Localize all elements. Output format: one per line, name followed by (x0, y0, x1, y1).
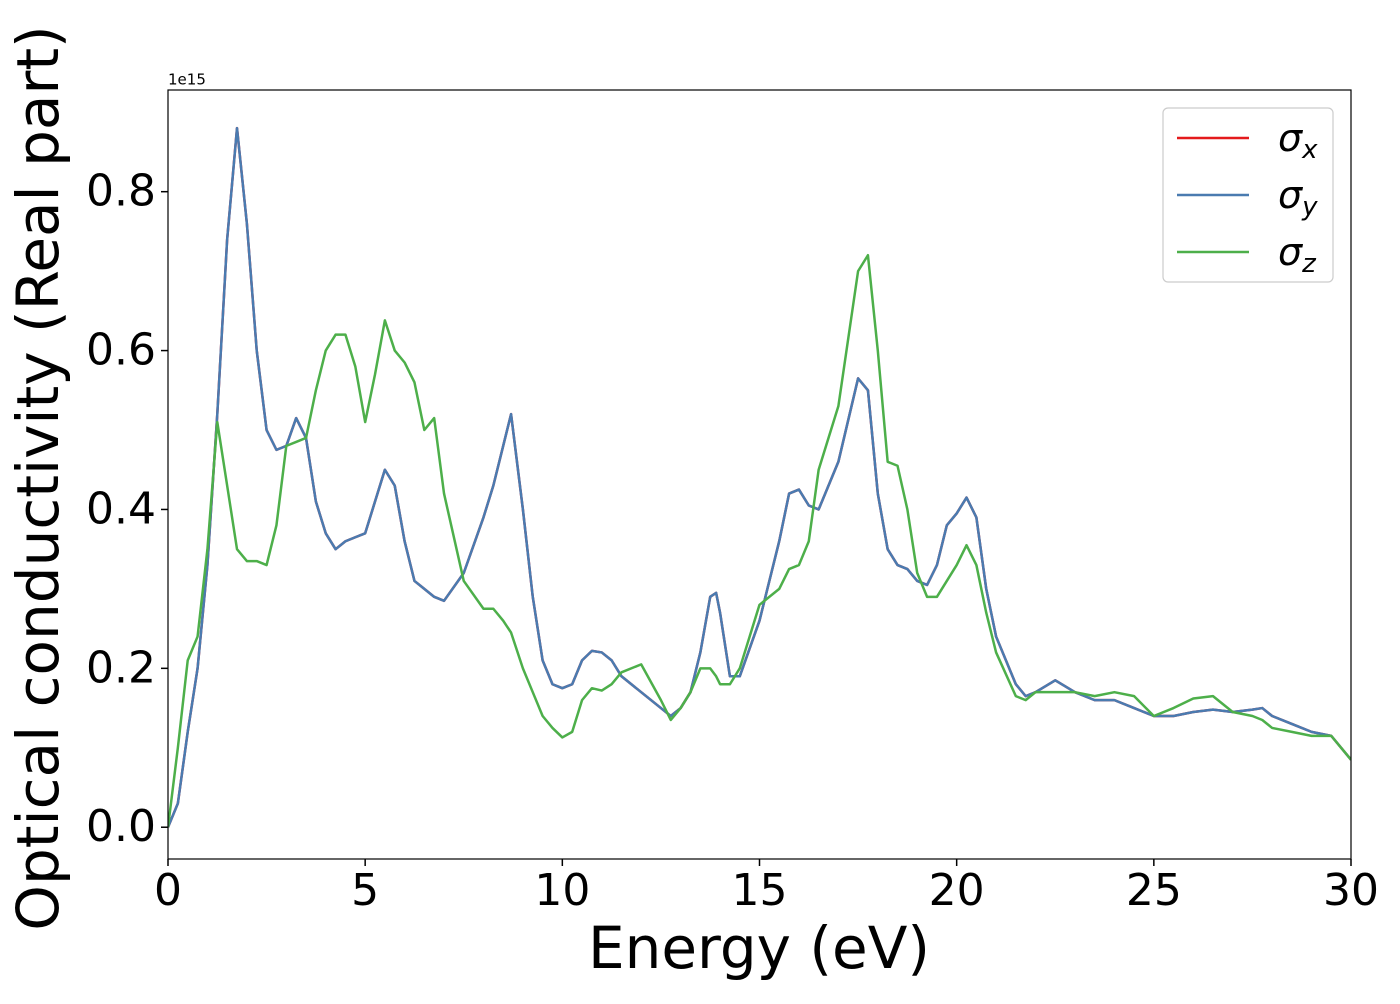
legend-label: σx (1278, 116, 1318, 165)
x-tick-label: 15 (732, 865, 788, 916)
y-tick-label: 0.8 (86, 166, 156, 217)
series-line (168, 253, 1351, 828)
x-tick-label: 20 (929, 865, 985, 916)
legend-label: σz (1278, 230, 1317, 279)
y-tick-label: 0.2 (86, 642, 156, 693)
legend-label: σy (1278, 173, 1318, 222)
y-tick-label: 0.6 (86, 325, 156, 376)
plot-frame (167, 89, 1352, 860)
x-tick-label: 5 (351, 865, 379, 916)
y-axis-label: Optical conductivity (Real part) (4, 25, 72, 930)
x-tick-label: 30 (1323, 865, 1379, 916)
y-tick-label: 0.4 (86, 483, 156, 534)
x-tick-label: 25 (1126, 865, 1182, 916)
y-offset-label: 1e15 (168, 71, 206, 89)
x-tick-label: 0 (154, 865, 182, 916)
x-axis-label: Energy (eV) (588, 914, 930, 982)
x-tick-label: 10 (534, 865, 590, 916)
y-tick-label: 0.0 (86, 801, 156, 852)
